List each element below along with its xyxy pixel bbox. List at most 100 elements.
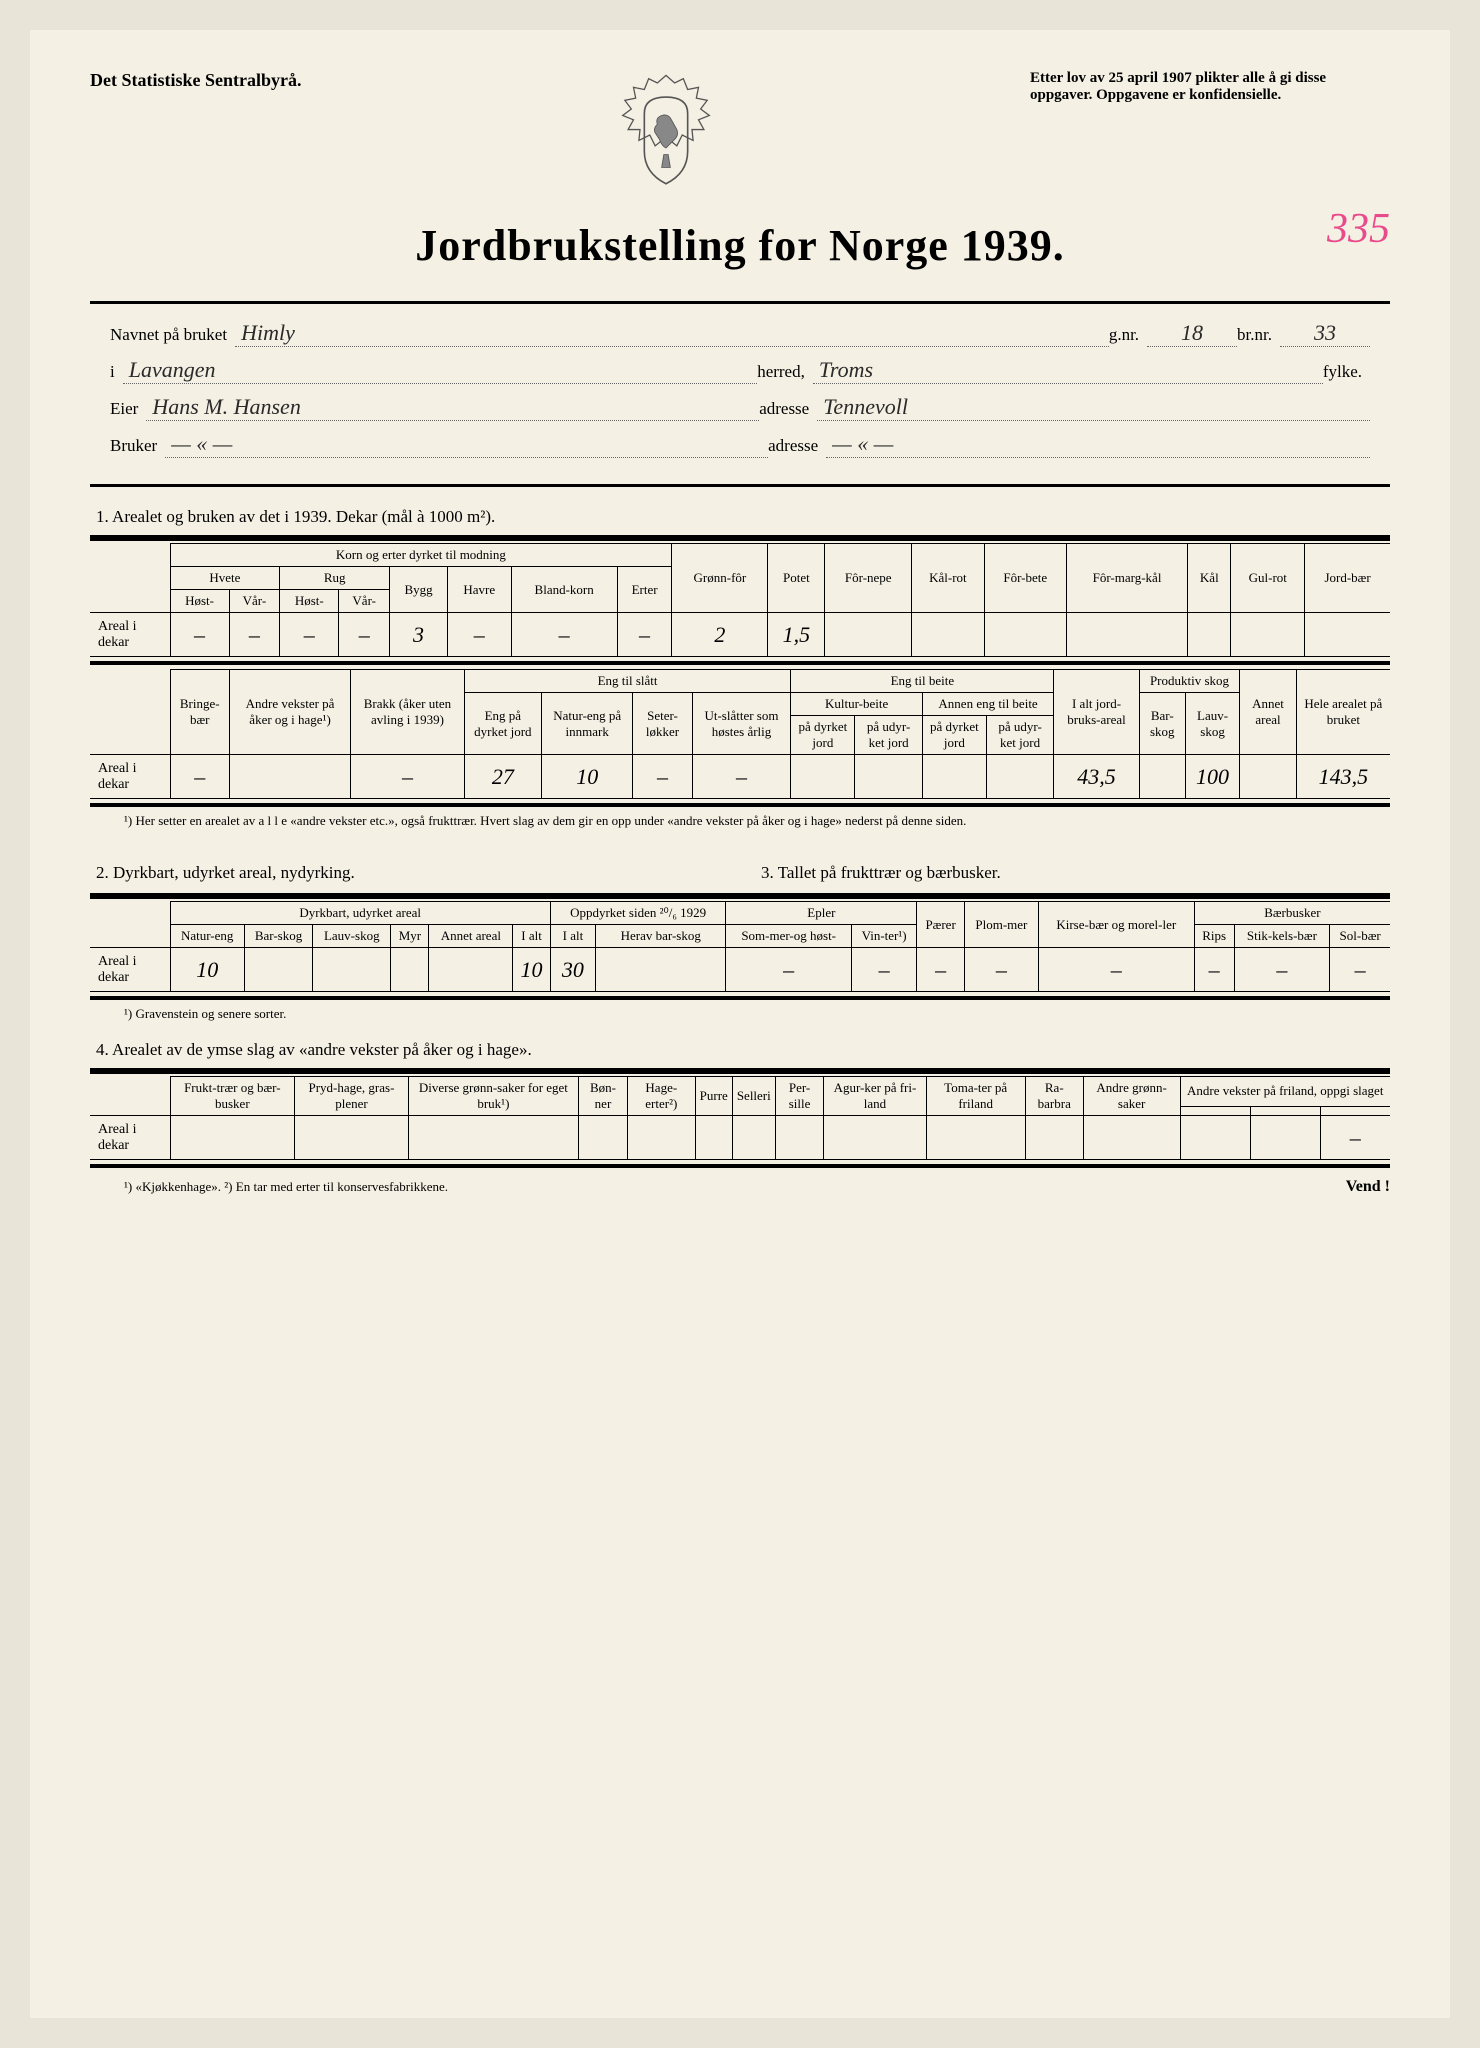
th-hele: Hele arealet på bruket	[1296, 670, 1390, 755]
cell: 10	[170, 948, 244, 992]
table1b-datarow: Areal i dekar – – 27 10 – – 43,5 100 143…	[90, 755, 1390, 799]
cell	[295, 1116, 409, 1160]
areal-label: Areal i dekar	[90, 613, 170, 657]
areal-label3: Areal i dekar	[90, 948, 170, 992]
table1a-datarow: Areal i dekar – – – – 3 – – – 2 1,5	[90, 613, 1390, 657]
th-forbete: Fôr-bete	[984, 544, 1066, 613]
th-host2: Høst-	[280, 590, 339, 613]
law-reference: Etter lov av 25 april 1907 plikter alle …	[1030, 70, 1390, 104]
table23: Dyrkbart, udyrket areal Oppdyrket siden …	[90, 901, 1390, 992]
th-annet: Annet areal	[1240, 670, 1296, 755]
section1-footnote: ¹) Her setter en arealet av a l l e «and…	[140, 813, 1390, 829]
th-gulrot: Gul-rot	[1231, 544, 1305, 613]
cell: –	[447, 613, 511, 657]
th-paerer: Pærer	[917, 902, 965, 948]
cell: –	[917, 948, 965, 992]
cell: –	[511, 613, 617, 657]
herred-value: Lavangen	[123, 357, 757, 384]
cell: –	[851, 948, 916, 992]
th-vinter: Vin-ter¹)	[851, 925, 916, 948]
cell	[825, 613, 912, 657]
th-herav: Herav bar-skog	[596, 925, 726, 948]
cell	[912, 613, 985, 657]
cell	[170, 1116, 295, 1160]
cell	[627, 1116, 695, 1160]
th-barskog2: Bar-skog	[244, 925, 312, 948]
cell	[596, 948, 726, 992]
th-oppd-ialt: I alt	[550, 925, 595, 948]
th-myr: Myr	[391, 925, 429, 948]
cell: –	[170, 755, 229, 799]
table1b: Bringe-bær Andre vekster på åker og i ha…	[90, 669, 1390, 799]
turn-page-label: Vend !	[1346, 1178, 1390, 1196]
cell	[408, 1116, 578, 1160]
th-engslatt: Eng til slått	[464, 670, 791, 693]
cell	[579, 1116, 628, 1160]
cell	[1231, 613, 1305, 657]
cell: –	[339, 613, 390, 657]
th-kulturbeite: Kultur-beite	[791, 693, 922, 716]
bureau-name: Det Statistiske Sentralbyrå.	[90, 70, 301, 91]
th-engbeite: Eng til beite	[791, 670, 1054, 693]
th-lauvskog: Lauv-skog	[1185, 693, 1239, 755]
section3-title: 3. Tallet på frukttrær og bærbusker.	[761, 863, 1390, 883]
cell	[1250, 1116, 1320, 1160]
th-agurker: Agur-ker på fri-land	[824, 1077, 926, 1116]
th-potet: Potet	[768, 544, 825, 613]
th-prydhage: Pryd-hage, gras-plener	[295, 1077, 409, 1116]
cell	[229, 755, 350, 799]
cell: –	[1330, 948, 1390, 992]
th-annet2: Annet areal	[429, 925, 513, 948]
adresse-label: adresse	[759, 399, 809, 419]
cell: –	[1320, 1116, 1390, 1160]
identification-block: Navnet på bruket Himly g.nr. 18 br.nr. 3…	[90, 301, 1390, 487]
th-hvete: Hvete	[170, 567, 280, 590]
cell	[1083, 1116, 1180, 1160]
herred-label: herred,	[757, 362, 805, 382]
areal-label4: Areal i dekar	[90, 1116, 170, 1160]
cell	[922, 755, 986, 799]
cell: 10	[513, 948, 551, 992]
th-natureng2: Natur-eng	[170, 925, 244, 948]
th-pd1: på dyrket jord	[791, 716, 855, 755]
cell	[855, 755, 922, 799]
th-rabarbra: Ra-barbra	[1025, 1077, 1083, 1116]
th-gronnfor: Grønn-fôr	[672, 544, 768, 613]
cell: –	[1194, 948, 1234, 992]
th-kal: Kål	[1188, 544, 1231, 613]
th-var2: Vår-	[339, 590, 390, 613]
th-kirsebaer: Kirse-bær og morel-ler	[1038, 902, 1194, 948]
cell: –	[726, 948, 852, 992]
cell: 10	[542, 755, 633, 799]
cell: –	[964, 948, 1038, 992]
th-engdyrket: Eng på dyrket jord	[464, 693, 541, 755]
th-jordbaer: Jord-bær	[1305, 544, 1390, 613]
th-dyrkbart: Dyrkbart, udyrket areal	[170, 902, 550, 925]
th-selleri: Selleri	[732, 1077, 775, 1116]
cell	[695, 1116, 732, 1160]
th-rug: Rug	[280, 567, 390, 590]
th-pu2: på udyr-ket jord	[986, 716, 1053, 755]
cell	[775, 1116, 824, 1160]
cell: –	[229, 613, 280, 657]
bruker-label: Bruker	[110, 436, 157, 456]
cell	[984, 613, 1066, 657]
coat-of-arms-icon	[611, 70, 721, 200]
table4-datarow: Areal i dekar –	[90, 1116, 1390, 1160]
th-rips: Rips	[1194, 925, 1234, 948]
th-formargkal: Fôr-marg-kål	[1066, 544, 1187, 613]
th-seter: Seter-løkker	[633, 693, 692, 755]
fylke-label: fylke.	[1323, 362, 1362, 382]
th-prodskog: Produktiv skog	[1139, 670, 1240, 693]
gnr-label: g.nr.	[1109, 325, 1139, 345]
cell: 3	[390, 613, 448, 657]
bruket-value: Himly	[235, 320, 1109, 347]
cell	[926, 1116, 1025, 1160]
cell: –	[1038, 948, 1194, 992]
brnr-label: br.nr.	[1237, 325, 1272, 345]
th-bonner: Bøn-ner	[579, 1077, 628, 1116]
th-baerbusker: Bærbusker	[1194, 902, 1390, 925]
cell	[1188, 613, 1231, 657]
cell: –	[351, 755, 465, 799]
eier-adresse-value: Tennevoll	[817, 394, 1370, 421]
